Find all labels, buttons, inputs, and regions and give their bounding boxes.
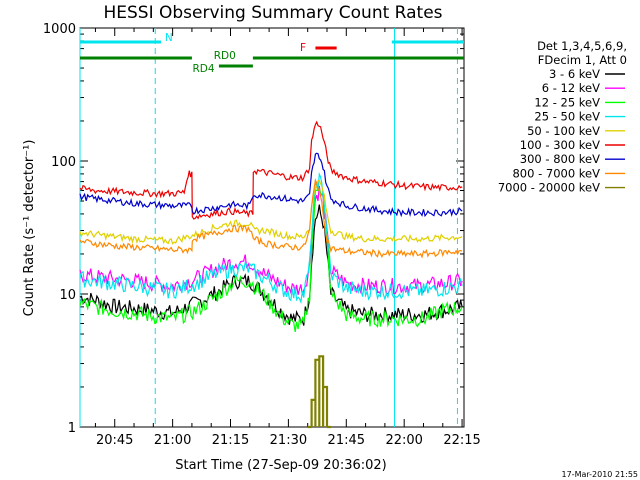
legend-label: 800 - 7000 keV bbox=[512, 166, 600, 180]
series-25-50-kev bbox=[79, 172, 463, 305]
legend-label: 7000 - 20000 keV bbox=[498, 181, 600, 195]
series-300-800-kev bbox=[79, 152, 463, 218]
flag-label-rd0: RD0 bbox=[214, 50, 236, 62]
y-tick-label: 1 bbox=[68, 421, 76, 436]
chart-title: HESSI Observing Summary Count Rates bbox=[103, 3, 442, 23]
x-tick-label: 21:15 bbox=[212, 433, 249, 448]
legend-label: 3 - 6 keV bbox=[549, 67, 600, 81]
y-tick-label: 1000 bbox=[43, 22, 76, 37]
plot-frame bbox=[79, 27, 465, 428]
legend-label: 12 - 25 keV bbox=[534, 95, 600, 109]
x-tick-label: 22:00 bbox=[385, 433, 422, 448]
legend-label: 50 - 100 keV bbox=[527, 124, 600, 138]
vertical-markers bbox=[79, 28, 458, 427]
series-12-25-kev bbox=[79, 187, 463, 332]
y-axis-ticks: 1 10 100 1000 bbox=[43, 22, 464, 436]
legend-label: 300 - 800 keV bbox=[520, 152, 600, 166]
series-7000-20000-kev bbox=[307, 355, 331, 429]
series-800-7000-kev bbox=[79, 178, 463, 259]
legend: Det 1,3,4,5,6,9,FDecim 1, Att 03 - 6 keV… bbox=[498, 39, 627, 195]
y-axis-label: Count Rate (s⁻¹ detector⁻¹) bbox=[22, 140, 37, 317]
flag-label-f: F bbox=[300, 42, 306, 54]
legend-label: 25 - 50 keV bbox=[534, 110, 600, 124]
series-lines bbox=[79, 120, 463, 429]
flag-label-n: N bbox=[165, 32, 173, 44]
x-axis-ticks: 20:45 21:00 21:15 21:30 21:45 22:00 22:15 bbox=[94, 28, 481, 448]
y-tick-label: 100 bbox=[51, 155, 76, 170]
legend-label: 100 - 300 keV bbox=[520, 138, 600, 152]
series-50-100-kev bbox=[79, 179, 463, 245]
legend-header: FDecim 1, Att 0 bbox=[538, 53, 627, 67]
series-3-6-kev bbox=[79, 204, 463, 326]
legend-header: Det 1,3,4,5,6,9, bbox=[537, 39, 627, 53]
legend-label: 6 - 12 keV bbox=[542, 81, 600, 95]
timestamp: 17-Mar-2010 21:55 bbox=[562, 470, 639, 479]
x-tick-label: 21:30 bbox=[270, 433, 307, 448]
series-100-300-kev bbox=[79, 120, 463, 220]
x-axis-label: Start Time (27-Sep-09 20:36:02) bbox=[175, 458, 386, 473]
x-tick-label: 21:00 bbox=[154, 433, 191, 448]
x-tick-label: 22:15 bbox=[443, 433, 480, 448]
flag-label-rd4: RD4 bbox=[192, 63, 214, 75]
x-tick-label: 20:45 bbox=[96, 433, 133, 448]
x-tick-label: 21:45 bbox=[328, 433, 365, 448]
y-tick-label: 10 bbox=[59, 288, 76, 303]
